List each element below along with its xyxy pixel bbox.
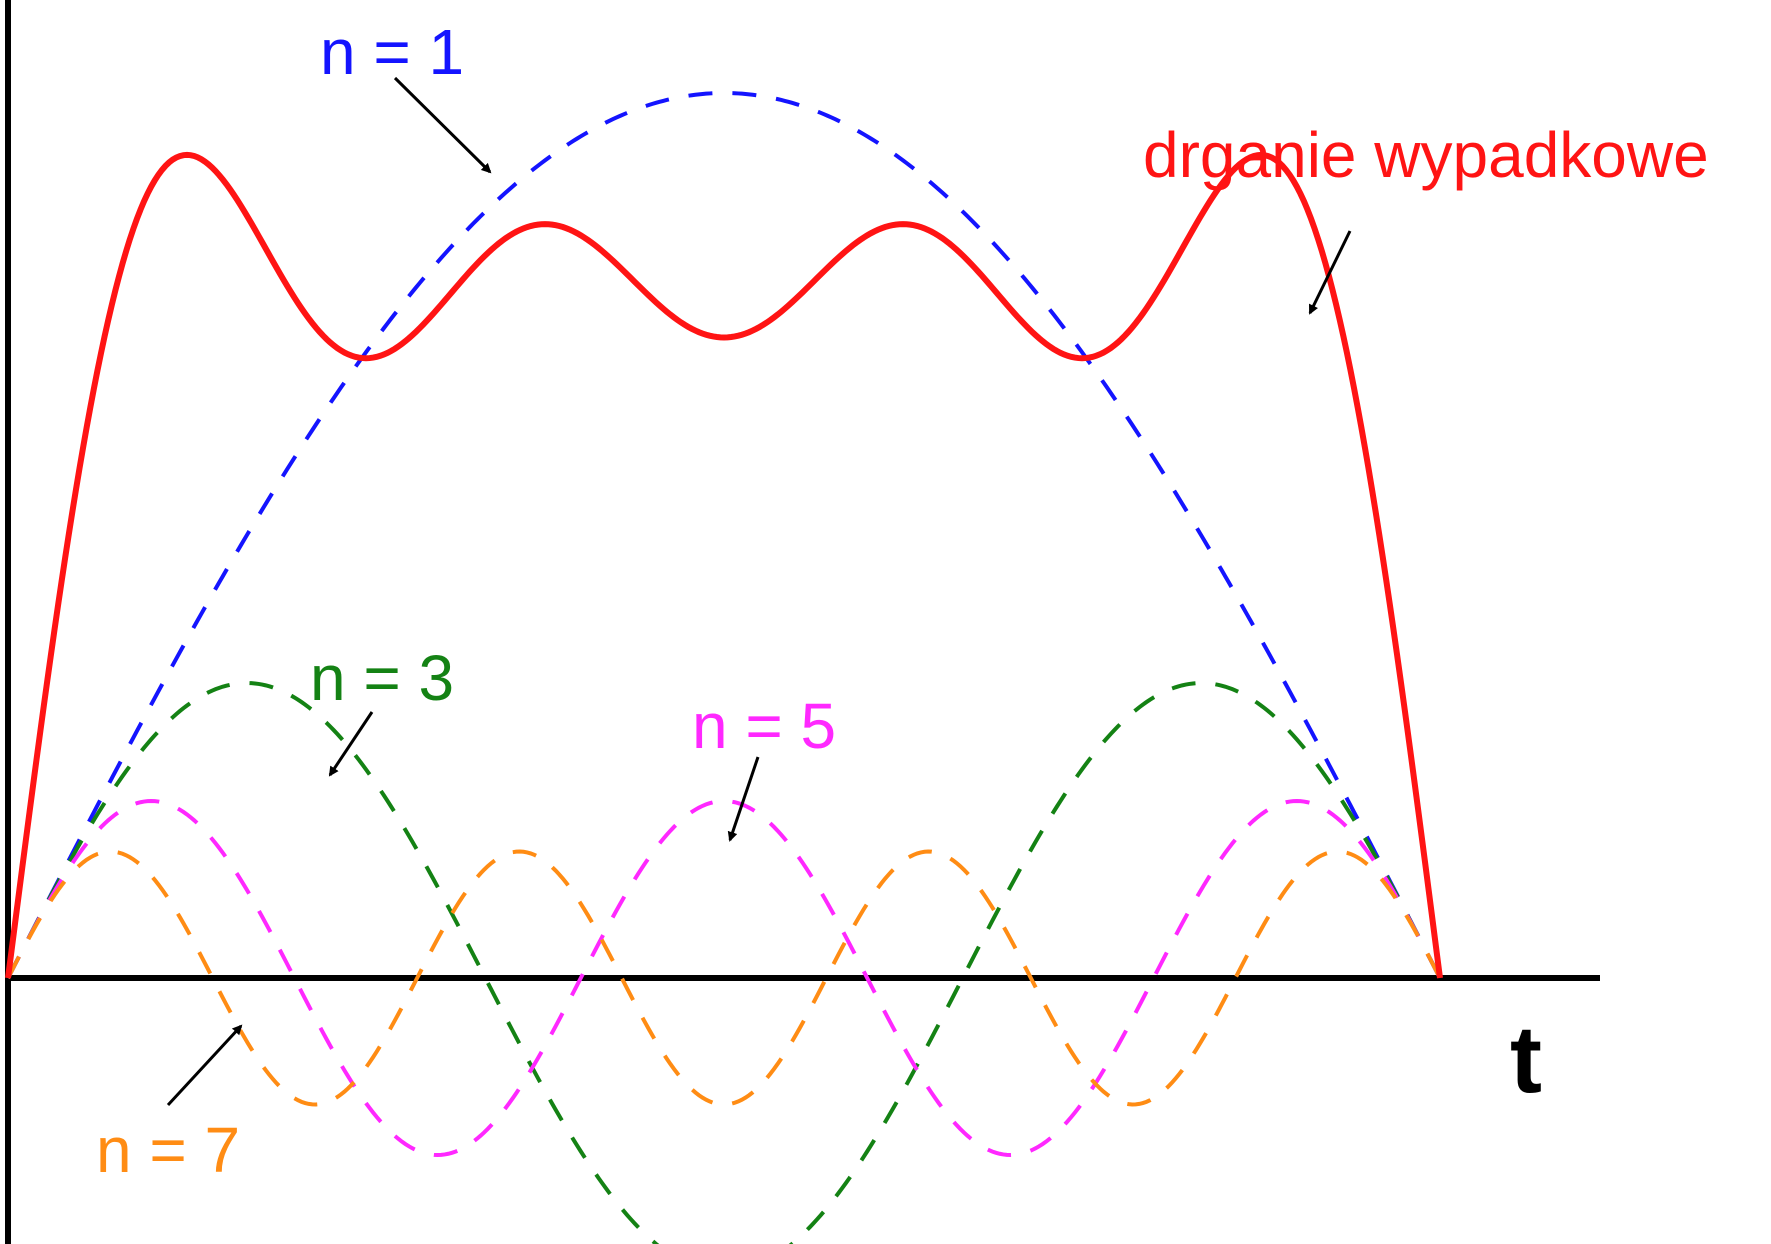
n5-arrow — [727, 756, 760, 842]
label-n5: n = 5 — [692, 690, 836, 762]
series-n7-line — [6, 849, 1442, 1107]
series-n1-line — [6, 90, 1442, 979]
n1-arrow — [393, 76, 492, 174]
label-sum: drganie wypadkowe — [1143, 119, 1709, 191]
label-n7: n = 7 — [96, 1114, 240, 1186]
n7-arrow — [166, 1024, 243, 1107]
series-sum-line — [5, 151, 1443, 979]
label-n1: n = 1 — [320, 16, 464, 88]
label-n3: n = 3 — [310, 642, 454, 714]
series-n5-line — [6, 798, 1442, 1158]
curves-layer — [5, 90, 1443, 1244]
n3-arrow — [328, 711, 374, 777]
t-axis-label: t — [1510, 1006, 1542, 1113]
sum-arrow — [1308, 230, 1352, 315]
